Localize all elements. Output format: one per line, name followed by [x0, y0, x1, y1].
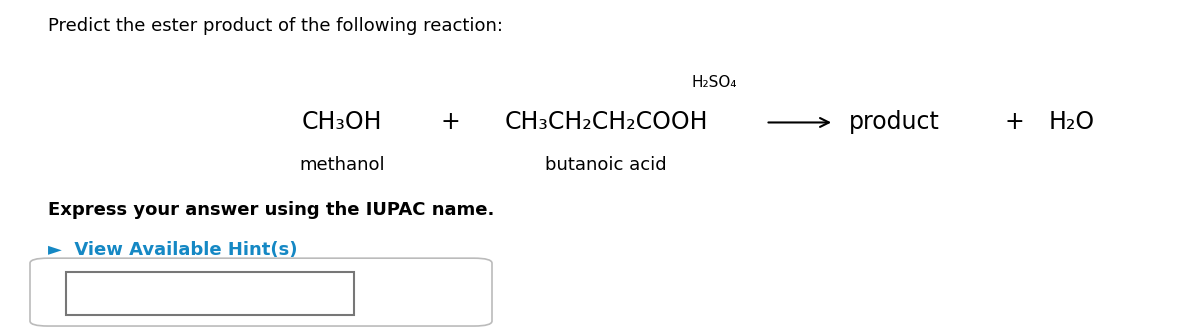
Text: CH₃CH₂CH₂COOH: CH₃CH₂CH₂COOH	[504, 111, 708, 134]
Text: Predict the ester product of the following reaction:: Predict the ester product of the followi…	[48, 17, 503, 34]
Text: H₂SO₄: H₂SO₄	[691, 75, 737, 90]
Text: ►  View Available Hint(s): ► View Available Hint(s)	[48, 241, 298, 259]
FancyBboxPatch shape	[30, 258, 492, 326]
Text: butanoic acid: butanoic acid	[545, 157, 667, 174]
Bar	[66, 272, 354, 315]
Text: methanol: methanol	[299, 157, 385, 174]
Text: +: +	[440, 111, 460, 134]
Text: product: product	[848, 111, 940, 134]
Text: +: +	[1004, 111, 1024, 134]
Text: CH₃OH: CH₃OH	[301, 111, 383, 134]
Text: H₂O: H₂O	[1049, 111, 1094, 134]
Text: Express your answer using the IUPAC name.: Express your answer using the IUPAC name…	[48, 201, 494, 219]
